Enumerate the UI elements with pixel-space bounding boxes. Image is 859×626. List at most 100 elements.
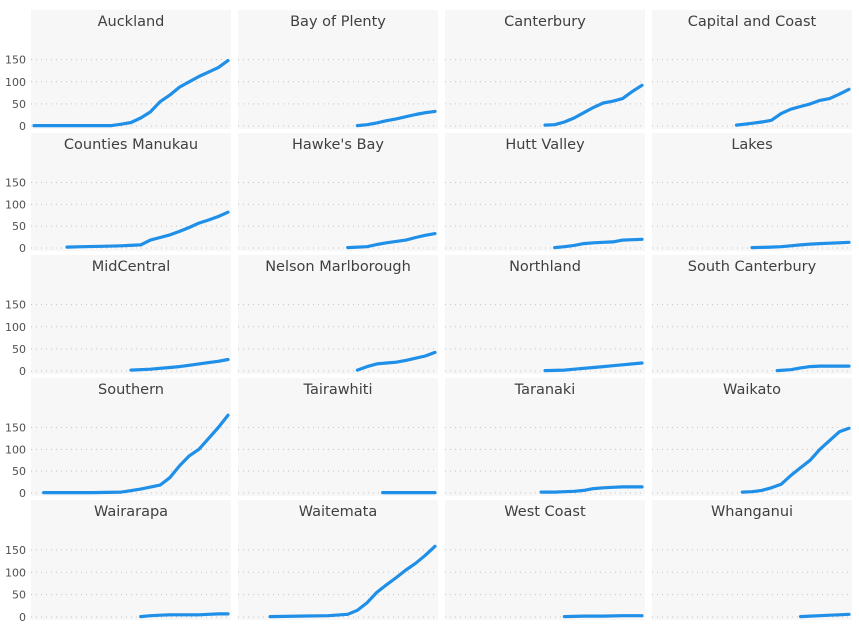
- y-tick-label: 150: [5, 54, 26, 67]
- panel: West Coast: [445, 500, 645, 620]
- panel-title: Counties Manukau: [64, 137, 198, 153]
- panel: Hawke's Bay: [238, 133, 438, 251]
- panel: 0 50 100 150 Counties Manukau: [5, 133, 231, 255]
- panel-title: Canterbury: [504, 14, 586, 30]
- y-tick-label: 150: [5, 544, 26, 557]
- y-tick-label: 150: [5, 299, 26, 312]
- y-tick-label: 100: [5, 321, 26, 334]
- series-line: [32, 59, 230, 128]
- series-line: [750, 240, 851, 250]
- series-line: [775, 364, 851, 373]
- panel: Waitemata: [238, 500, 438, 620]
- panel-background: [652, 255, 852, 374]
- panel: 0 50 100 150 Wairarapa: [5, 500, 231, 624]
- panel-title: Bay of Plenty: [290, 14, 386, 30]
- panel-background: [652, 10, 852, 129]
- panel-title: Wairarapa: [94, 504, 168, 520]
- y-tick-label: 150: [5, 421, 26, 434]
- series-line: [539, 485, 644, 494]
- series-line: [543, 83, 644, 127]
- y-tick-label: 50: [12, 220, 26, 233]
- series-line: [798, 612, 851, 619]
- panel-title: Northland: [509, 259, 581, 275]
- panel-title: West Coast: [504, 504, 586, 520]
- y-tick-label: 0: [19, 242, 26, 255]
- panel: 0 50 100 150 MidCentral: [5, 255, 231, 378]
- panel: Hutt Valley: [445, 133, 645, 251]
- panel: Lakes: [652, 133, 852, 251]
- series-line: [740, 426, 851, 494]
- y-tick-label: 100: [5, 76, 26, 89]
- panel: 0 50 100 150 Southern: [5, 378, 231, 500]
- y-tick-label: 100: [5, 566, 26, 579]
- panel-background: [445, 378, 645, 496]
- panel-title: Hawke's Bay: [292, 137, 384, 153]
- panel-background: [238, 133, 438, 251]
- series-line: [65, 210, 230, 249]
- panel-title: Hutt Valley: [505, 137, 585, 153]
- y-tick-label: 100: [5, 443, 26, 456]
- series-line: [543, 361, 644, 373]
- series-line: [355, 350, 437, 372]
- panel-title: MidCentral: [92, 259, 171, 275]
- y-tick-label: 0: [19, 611, 26, 624]
- series-line: [355, 109, 437, 128]
- series-line: [42, 413, 230, 495]
- panel-background: [445, 500, 645, 620]
- panel: Canterbury: [445, 10, 645, 129]
- y-tick-label: 150: [5, 176, 26, 189]
- panel: South Canterbury: [652, 255, 852, 374]
- panel-background: [31, 500, 231, 620]
- panel-title: Tairawhiti: [302, 382, 372, 398]
- series-line: [562, 614, 644, 619]
- panel-title: Waikato: [723, 382, 781, 398]
- series-line: [268, 544, 437, 619]
- panel-background: [31, 255, 231, 374]
- y-tick-label: 0: [19, 120, 26, 133]
- panel: Taranaki: [445, 378, 645, 496]
- panel-background: [445, 10, 645, 129]
- panel: 0 50 100 150 Auckland: [5, 10, 231, 133]
- panel-background: [238, 500, 438, 620]
- panel-background: [238, 10, 438, 129]
- y-tick-label: 0: [19, 365, 26, 378]
- y-tick-label: 50: [12, 343, 26, 356]
- panel-background: [652, 133, 852, 251]
- series-line: [734, 87, 851, 127]
- y-tick-label: 0: [19, 487, 26, 500]
- panel: Tairawhiti: [238, 378, 438, 496]
- panel-background: [445, 133, 645, 251]
- series-line: [346, 232, 437, 250]
- panel-background: [31, 133, 231, 251]
- y-tick-label: 100: [5, 198, 26, 211]
- panel-title: Auckland: [98, 14, 165, 30]
- panel-title: Nelson Marlborough: [265, 259, 411, 275]
- panel-background: [238, 255, 438, 374]
- series-line: [553, 237, 644, 250]
- panel-title: Whanganui: [711, 504, 793, 520]
- panel-background: [31, 10, 231, 129]
- panel: Waikato: [652, 378, 852, 496]
- panel-title: Southern: [98, 382, 164, 398]
- series-line: [139, 612, 230, 619]
- panel-title: Taranaki: [514, 382, 576, 398]
- panel: Whanganui: [652, 500, 852, 620]
- y-tick-label: 50: [12, 589, 26, 602]
- panel-background: [238, 378, 438, 496]
- y-tick-label: 50: [12, 465, 26, 478]
- panel: Bay of Plenty: [238, 10, 438, 129]
- panel: Nelson Marlborough: [238, 255, 438, 374]
- panel-background: [652, 500, 852, 620]
- panel-background: [652, 378, 852, 496]
- panel-title: South Canterbury: [688, 259, 817, 275]
- panel: Northland: [445, 255, 645, 374]
- panel-title: Waitemata: [299, 504, 378, 520]
- panel-background: [31, 378, 231, 496]
- series-line: [129, 357, 230, 372]
- panel-background: [445, 255, 645, 374]
- panel-title: Lakes: [731, 137, 772, 153]
- y-tick-label: 50: [12, 98, 26, 111]
- panel: Capital and Coast: [652, 10, 852, 129]
- panel-title: Capital and Coast: [688, 14, 817, 30]
